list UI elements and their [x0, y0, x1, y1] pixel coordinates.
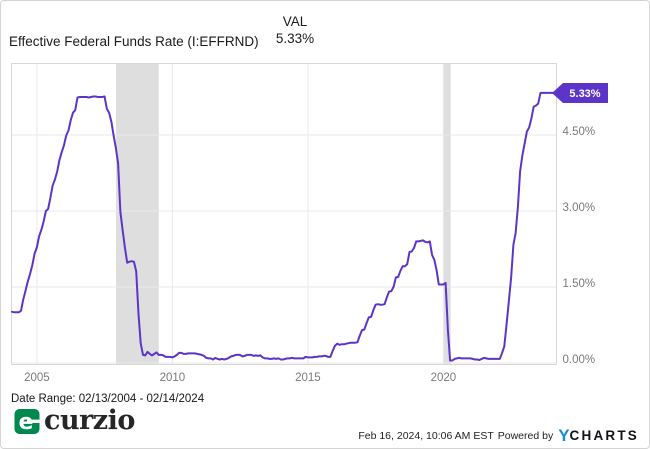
powered-by-label: Powered by: [497, 429, 554, 442]
x-tick-label: 2005: [24, 372, 50, 384]
recession-band: [443, 63, 451, 365]
legend-val-block: VAL 5.33%: [262, 13, 328, 47]
y-tick-label: 3.00%: [563, 202, 596, 214]
y-tick-label: 4.50%: [563, 126, 596, 138]
curzio-logo-text: curzio: [44, 405, 135, 436]
powered-by-bar: Feb 16, 2024, 10:06 AM EST Powered by Y …: [358, 427, 639, 444]
y-tick-label: 0.00%: [563, 354, 596, 366]
svg-text:e: e: [19, 410, 34, 434]
x-tick-label: 2015: [295, 372, 321, 384]
x-tick-label: 2010: [160, 372, 186, 384]
ycharts-logo-text: CHARTS: [569, 427, 639, 443]
curzio-logo-icon: e: [14, 408, 40, 434]
series-line: [11, 91, 555, 362]
y-tick-label: 1.50%: [563, 278, 596, 290]
curzio-logo: e curzio: [14, 407, 135, 434]
ycharts-logo-y: Y: [558, 426, 570, 445]
recession-band: [116, 63, 159, 365]
date-range-label: Date Range: 02/13/2004 - 02/14/2024: [11, 393, 205, 405]
timestamp-label: Feb 16, 2024, 10:06 AM EST: [358, 429, 494, 442]
plot-border: [11, 63, 557, 365]
value-badge: [552, 82, 608, 103]
x-tick-label: 2020: [431, 372, 457, 384]
page-title: Effective Federal Funds Rate (I:EFFRND): [9, 34, 259, 49]
value-badge-label: 5.33%: [569, 88, 600, 100]
ycharts-logo[interactable]: Y CHARTS: [558, 427, 639, 444]
val-current-value: 5.33%: [275, 31, 315, 46]
val-column-header: VAL: [282, 14, 308, 29]
